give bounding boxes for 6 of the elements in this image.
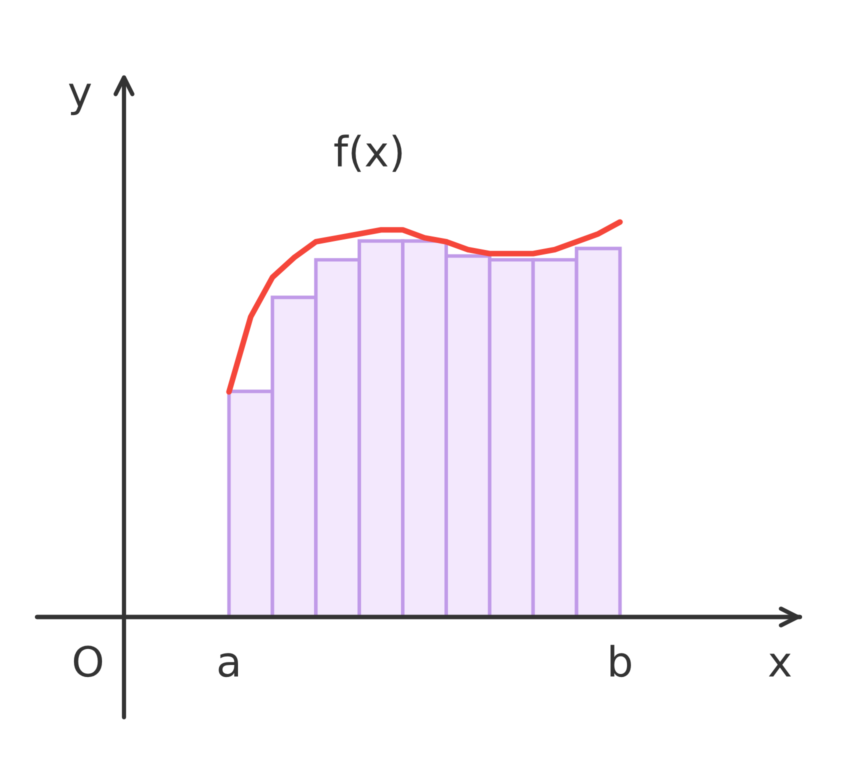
text: O [74,646,102,678]
series-label: f(x) [334,134,402,172]
y-axis-title: y [68,84,92,116]
text: b [610,644,631,678]
x-axis-title: x [768,654,791,676]
text: a [218,653,238,678]
